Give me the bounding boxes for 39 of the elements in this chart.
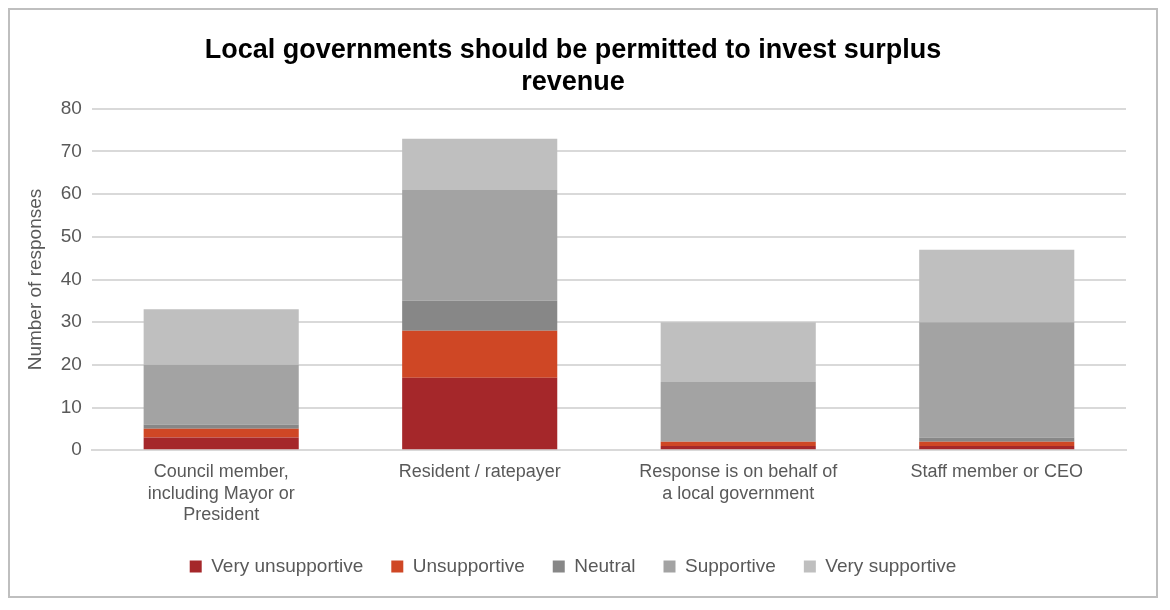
bar [143, 424, 299, 429]
bar [660, 322, 816, 382]
legend-label: Unsupportive [412, 554, 525, 576]
bar [143, 428, 299, 438]
legend-label: Very supportive [825, 554, 957, 576]
y-axis-title: Number of responses [23, 188, 45, 371]
bar [660, 381, 816, 442]
chart-title: Local governments should be permitted to invest surplus revenue [204, 33, 942, 97]
bar [919, 249, 1075, 323]
bar [143, 309, 299, 365]
bar [402, 138, 558, 190]
bar [402, 377, 558, 450]
y-tick-label: 10 [60, 395, 82, 417]
bar [919, 441, 1075, 446]
bar [402, 300, 558, 331]
bar [402, 189, 558, 301]
y-tick-label: 0 [71, 438, 82, 460]
bar [919, 322, 1075, 438]
bar [660, 445, 816, 450]
y-tick-label: 80 [60, 97, 82, 119]
bar [143, 364, 299, 425]
y-tick-label: 70 [60, 139, 82, 161]
y-tick-label: 20 [60, 353, 82, 375]
bar [919, 437, 1075, 442]
legend-label: Neutral [574, 554, 636, 576]
bar [919, 445, 1075, 450]
bar [402, 330, 558, 378]
y-tick-label: 60 [60, 182, 82, 204]
bar [660, 441, 816, 446]
x-tick-label: Staff member or CEO [910, 460, 1084, 481]
legend-label: Supportive [685, 554, 776, 576]
x-tick-label: Resident / ratepayer [398, 460, 561, 481]
bar [143, 437, 299, 450]
y-tick-label: 30 [60, 310, 82, 332]
y-tick-label: 50 [60, 225, 82, 247]
x-tick-label: Response is on behalf of a local government [639, 460, 839, 503]
legend-label: Very unsupportive [211, 554, 364, 576]
x-tick-label: Council member, including Mayor or President [147, 460, 295, 525]
y-tick-label: 40 [60, 267, 82, 289]
